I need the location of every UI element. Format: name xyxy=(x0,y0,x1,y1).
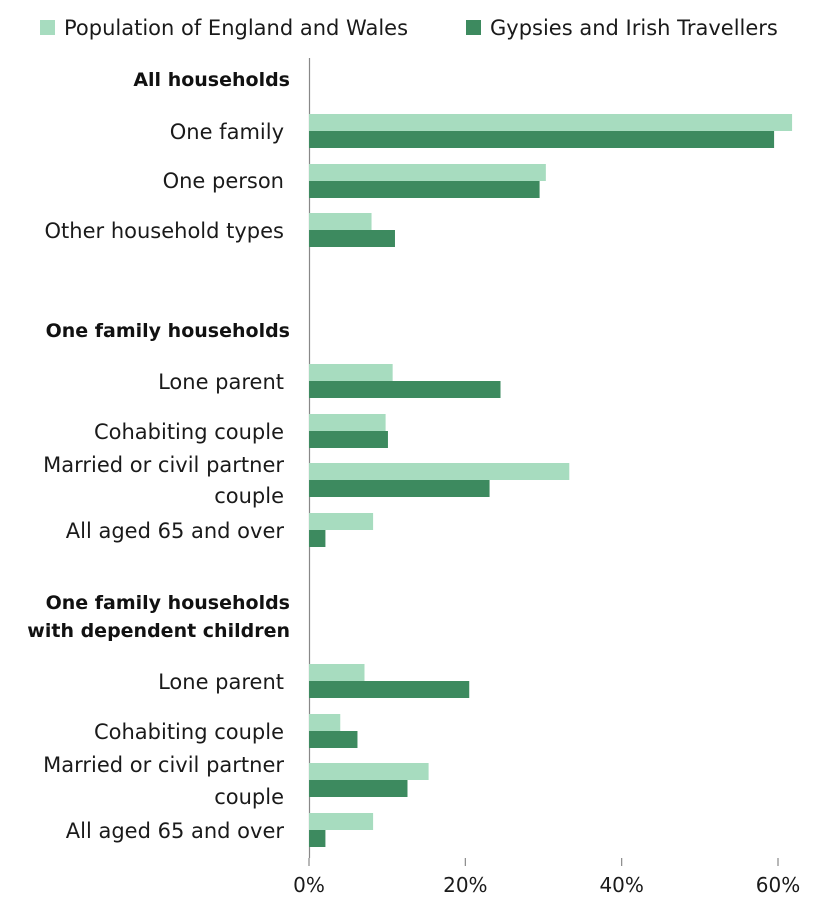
legend-label-population: Population of England and Wales xyxy=(64,16,408,40)
bar-travellers xyxy=(309,181,540,198)
bar-population xyxy=(309,414,386,431)
legend-label-travellers: Gypsies and Irish Travellers xyxy=(490,16,778,40)
x-axis-ticks: 0% 20% 40% 60% xyxy=(293,858,800,897)
category-label: couple xyxy=(214,785,284,809)
tick-label: 20% xyxy=(443,873,487,897)
category-label: Lone parent xyxy=(158,670,284,694)
bar-population xyxy=(309,213,372,230)
bar-travellers xyxy=(309,381,501,398)
category-label: One person xyxy=(163,169,284,193)
bar-population xyxy=(309,513,374,530)
tick-label: 40% xyxy=(599,873,643,897)
group-title: All households xyxy=(133,69,290,91)
category-label: Other household types xyxy=(45,219,284,243)
legend-swatch-travellers xyxy=(466,20,481,35)
category-groups: All households One family One person Other … xyxy=(27,69,290,843)
bar-population xyxy=(309,763,429,780)
bar-population xyxy=(309,114,793,131)
category-label: Cohabiting couple xyxy=(94,720,284,744)
category-label: All aged 65 and over xyxy=(66,519,285,543)
bar-population xyxy=(309,463,570,480)
group-title: with dependent children xyxy=(27,620,290,642)
bar-travellers xyxy=(309,780,408,797)
category-label: One family xyxy=(170,120,284,144)
bar-travellers xyxy=(309,431,388,448)
bar-travellers xyxy=(309,681,470,698)
bar-population xyxy=(309,714,341,731)
group-title: One family households xyxy=(46,320,290,342)
category-label: Married or civil partner xyxy=(43,753,284,777)
bars xyxy=(309,114,793,847)
tick-label: 60% xyxy=(756,873,800,897)
bar-travellers xyxy=(309,731,358,748)
category-label: All aged 65 and over xyxy=(66,819,285,843)
category-label: Lone parent xyxy=(158,370,284,394)
bar-travellers xyxy=(309,530,326,547)
legend: Population of England and Wales Gypsies a… xyxy=(40,16,778,40)
group-title: One family households xyxy=(46,592,290,614)
bar-population xyxy=(309,813,374,830)
bar-travellers xyxy=(309,830,326,847)
category-label: couple xyxy=(214,484,284,508)
category-label: Cohabiting couple xyxy=(94,420,284,444)
bar-population xyxy=(309,164,546,181)
bar-travellers xyxy=(309,480,490,497)
category-label: Married or civil partner xyxy=(43,453,284,477)
legend-swatch-population xyxy=(40,20,55,35)
bar-population xyxy=(309,364,393,381)
bar-travellers xyxy=(309,230,395,247)
tick-label: 0% xyxy=(293,873,325,897)
bar-population xyxy=(309,664,365,681)
bar-travellers xyxy=(309,131,775,148)
